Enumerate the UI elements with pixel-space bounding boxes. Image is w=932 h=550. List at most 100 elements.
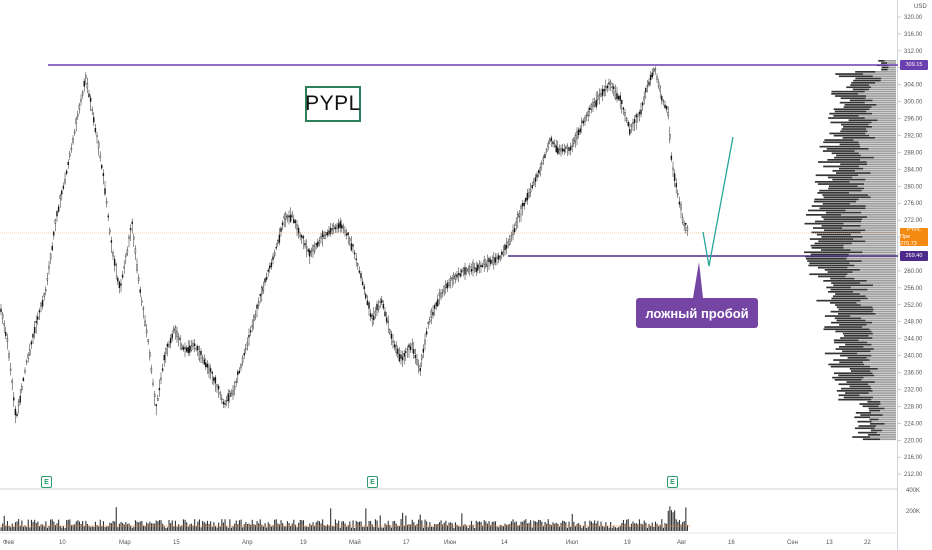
profile-bar xyxy=(863,167,896,170)
volume-bar xyxy=(51,519,53,531)
candle-body xyxy=(281,222,284,226)
profile-bar xyxy=(821,216,868,218)
candle-body xyxy=(305,246,308,249)
volume-bar xyxy=(653,526,655,531)
profile-bar xyxy=(857,420,872,423)
candle-body xyxy=(419,367,421,372)
profile-bar xyxy=(869,418,879,421)
callout-pointer xyxy=(693,262,703,298)
candle-body xyxy=(485,263,487,267)
volume-bar xyxy=(250,524,252,531)
candle-body xyxy=(542,157,545,161)
volume-bar xyxy=(382,527,384,531)
profile-bar xyxy=(809,262,850,265)
candle-body xyxy=(96,135,98,137)
candle-body xyxy=(478,263,481,268)
profile-bar xyxy=(855,71,876,73)
volume-bar xyxy=(253,524,255,531)
volume-bar xyxy=(672,512,674,531)
profile-bar xyxy=(818,275,846,278)
profile-bar xyxy=(833,339,859,342)
volume-bar xyxy=(211,526,213,531)
profile-bar xyxy=(832,170,856,172)
candle-body xyxy=(339,221,341,228)
profile-bar xyxy=(859,293,896,295)
candle-body xyxy=(569,146,572,151)
volume-bar xyxy=(226,526,228,531)
profile-bar xyxy=(884,407,896,410)
profile-bar xyxy=(859,403,881,405)
candle-body xyxy=(293,219,295,224)
candle-body xyxy=(640,109,642,115)
volume-bar xyxy=(461,513,463,531)
profile-bar xyxy=(854,427,875,430)
candle-body xyxy=(323,235,325,239)
candle-body xyxy=(43,293,45,297)
profile-bar xyxy=(824,269,860,271)
volume-bar xyxy=(645,522,647,531)
candle-body xyxy=(493,257,495,265)
ticker-label: PYPL xyxy=(305,86,361,122)
profile-bar xyxy=(876,431,896,434)
candle-body xyxy=(392,340,394,343)
candle-body xyxy=(35,321,37,323)
volume-bar xyxy=(334,519,336,531)
volume-bar xyxy=(646,527,648,531)
candle-body xyxy=(209,368,212,372)
volume-bar xyxy=(248,523,250,531)
profile-bar xyxy=(823,196,871,199)
candle-body xyxy=(390,333,393,339)
volume-bar xyxy=(390,527,392,531)
candle-body xyxy=(83,80,85,87)
volume-bar xyxy=(432,526,434,531)
candle-body xyxy=(107,215,109,218)
candle-body xyxy=(517,214,519,218)
profile-bar xyxy=(810,253,849,256)
volume-bar xyxy=(312,522,314,531)
profile-bar xyxy=(819,145,861,148)
profile-bar xyxy=(834,341,868,344)
volume-bar xyxy=(610,522,612,531)
profile-bar xyxy=(823,141,859,144)
volume-bar xyxy=(541,521,543,531)
volume-bars xyxy=(0,506,690,531)
time-tick-label: 19 xyxy=(624,540,631,546)
candle-body xyxy=(440,292,442,298)
volume-bar xyxy=(302,520,304,531)
candle-body xyxy=(262,286,265,292)
price-tick-label: 304.00 xyxy=(904,83,923,89)
candle-body xyxy=(563,149,565,152)
profile-bar xyxy=(819,189,862,192)
candle-body xyxy=(373,315,375,320)
volume-bar xyxy=(429,522,431,531)
price-tick-label: 272.00 xyxy=(904,218,923,224)
candle-body xyxy=(456,274,458,278)
candle-body xyxy=(80,99,82,102)
candle-body xyxy=(139,289,141,293)
earnings-icon[interactable]: E xyxy=(41,476,52,488)
candle-body xyxy=(413,349,415,354)
earnings-icon[interactable]: E xyxy=(667,476,678,488)
volume-bar xyxy=(59,525,61,531)
profile-bar xyxy=(847,273,896,276)
volume-bar xyxy=(264,523,266,531)
candle-body xyxy=(467,268,469,272)
profile-bar xyxy=(867,297,896,300)
candle-body xyxy=(134,248,137,254)
candle-body xyxy=(427,322,429,324)
volume-bar xyxy=(678,520,680,531)
candle-body xyxy=(656,76,658,80)
earnings-icon[interactable]: E xyxy=(367,476,378,488)
volume-bar xyxy=(486,523,488,531)
volume-bar xyxy=(237,524,239,531)
candle-body xyxy=(153,393,156,397)
candle-body xyxy=(88,93,90,98)
volume-bar xyxy=(680,524,682,531)
profile-bar xyxy=(833,115,859,117)
volume-bar xyxy=(448,522,450,531)
candle-body xyxy=(81,91,84,96)
candle-body xyxy=(288,215,290,218)
profile-bar xyxy=(869,359,896,361)
profile-bar xyxy=(867,216,896,218)
